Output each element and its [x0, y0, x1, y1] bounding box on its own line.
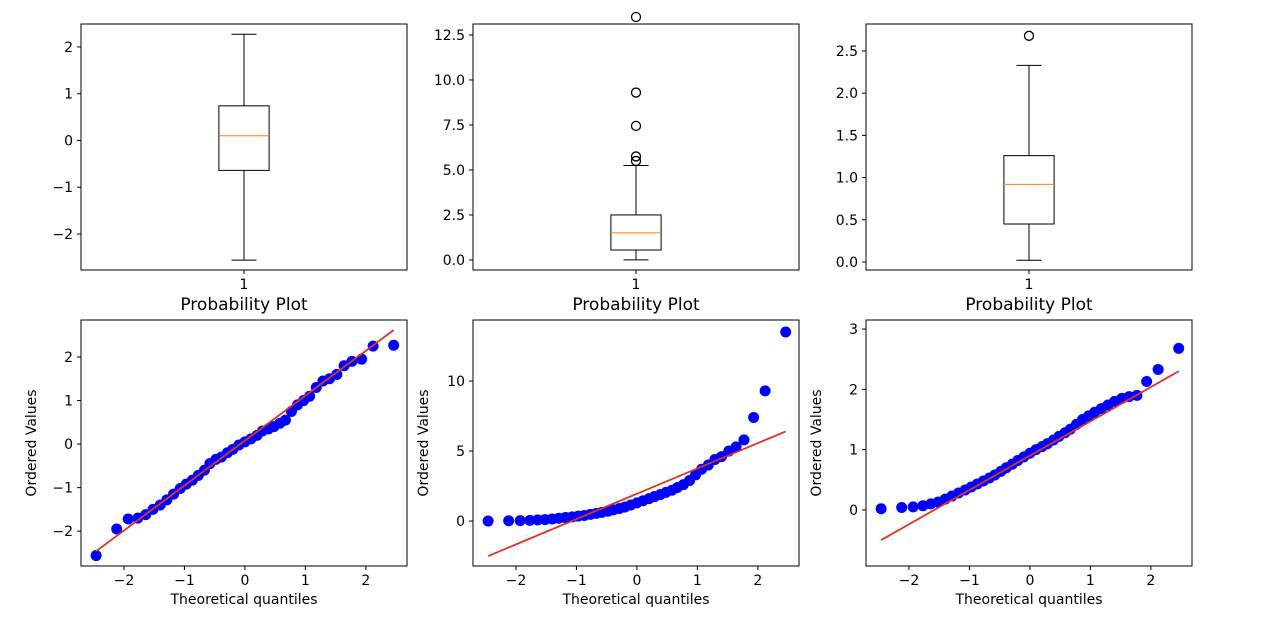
x-tick-label: 1	[1086, 573, 1095, 589]
axes-frame	[80, 319, 408, 567]
y-tick-label: −1	[52, 180, 73, 196]
y-tick-label: 0.0	[443, 253, 465, 269]
y-tick-label: 2	[64, 40, 73, 56]
axes-title: Probability Plot	[180, 295, 308, 315]
point	[1141, 376, 1153, 387]
y-axis-label: Ordered Values	[24, 389, 40, 496]
point	[331, 368, 343, 380]
flier	[630, 155, 642, 167]
y-tick-label: 3	[849, 322, 858, 338]
x-tick-label: 0	[240, 573, 249, 589]
y-tick-label: 5.0	[443, 163, 465, 179]
y-tick-label: 2.0	[836, 86, 858, 102]
y-tick-label: 7.5	[443, 118, 465, 134]
point	[90, 550, 102, 562]
point	[356, 353, 368, 365]
flier	[630, 151, 642, 162]
y-tick-label: 2.5	[443, 208, 465, 224]
x-tick-label: 0	[1025, 573, 1034, 589]
x-tick-label: −1	[566, 573, 587, 589]
x-tick-label: −2	[114, 573, 135, 589]
x-axis-label: Theoretical quantiles	[954, 592, 1102, 608]
y-axis-label: Ordered Values	[809, 389, 825, 496]
y-tick-label: 1.0	[836, 171, 858, 187]
x-tick-label: −1	[174, 573, 195, 589]
flier	[1023, 30, 1035, 41]
x-tick-label: 2	[753, 573, 762, 589]
axes-frame	[472, 319, 800, 567]
y-tick-label: 10.0	[434, 73, 465, 89]
point	[482, 515, 494, 527]
point	[503, 515, 515, 527]
y-tick-label: −2	[52, 227, 73, 243]
x-tick-label: −2	[506, 573, 527, 589]
point	[759, 385, 771, 397]
x-tick-label: 1	[632, 277, 641, 293]
flier	[630, 11, 642, 23]
x-tick-label: 1	[1025, 277, 1034, 293]
point	[1173, 342, 1185, 354]
point	[896, 502, 908, 514]
point	[875, 503, 887, 515]
y-tick-label: 12.5	[434, 28, 465, 44]
y-tick-label: 1	[849, 443, 858, 459]
flier	[630, 87, 642, 98]
y-tick-label: 0	[64, 133, 73, 149]
flier	[630, 120, 642, 132]
x-tick-label: 1	[301, 573, 310, 589]
point	[279, 414, 291, 426]
x-tick-label: 2	[1146, 573, 1155, 589]
y-tick-label: 5	[456, 444, 465, 460]
y-tick-label: 1	[64, 394, 73, 410]
axes-title: Probability Plot	[965, 295, 1093, 315]
point	[111, 523, 123, 535]
box	[1003, 155, 1055, 225]
y-tick-label: −1	[52, 481, 73, 497]
x-tick-label: 0	[632, 573, 641, 589]
y-tick-label: 1	[64, 87, 73, 103]
x-axis-label: Theoretical quantiles	[561, 592, 709, 608]
point	[122, 513, 134, 525]
x-axis-label: Theoretical quantiles	[169, 592, 317, 608]
y-tick-label: 0.0	[836, 255, 858, 271]
point	[388, 339, 400, 351]
axes-title: Probability Plot	[572, 295, 700, 315]
x-tick-label: −1	[959, 573, 980, 589]
point	[1152, 363, 1164, 375]
y-tick-label: 1.5	[836, 128, 858, 144]
y-tick-label: 10	[447, 374, 465, 390]
fit-line	[95, 329, 395, 552]
fit-line	[880, 370, 1180, 541]
fit-line	[487, 430, 787, 557]
point	[524, 514, 536, 526]
y-tick-label: −2	[52, 524, 73, 540]
point	[730, 441, 742, 453]
y-tick-label: 2	[849, 382, 858, 398]
point	[514, 515, 526, 527]
point	[748, 411, 760, 423]
x-tick-label: 1	[693, 573, 702, 589]
y-tick-label: 2.5	[836, 44, 858, 60]
y-tick-label: 0.5	[836, 213, 858, 229]
y-tick-label: 0	[456, 514, 465, 530]
y-tick-label: 2	[64, 350, 73, 366]
y-axis-label: Ordered Values	[416, 389, 432, 496]
point	[738, 434, 750, 446]
x-tick-label: −2	[899, 573, 920, 589]
point	[780, 326, 792, 338]
point	[907, 501, 919, 513]
axes-frame	[865, 319, 1193, 567]
x-tick-label: 2	[361, 573, 370, 589]
y-tick-label: 0	[64, 437, 73, 453]
box	[218, 105, 270, 171]
y-tick-label: 0	[849, 503, 858, 519]
x-tick-label: 1	[240, 277, 249, 293]
